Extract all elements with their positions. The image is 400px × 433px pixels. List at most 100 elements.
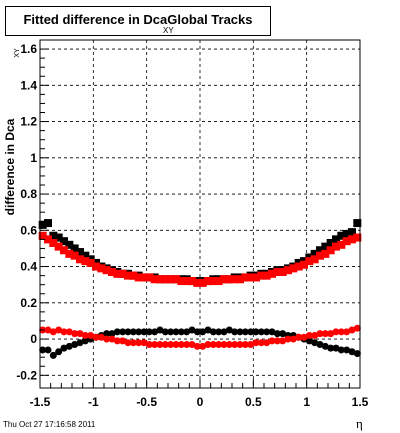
series-2-point [241, 273, 250, 282]
series-3-point [220, 328, 228, 336]
series-3-point [316, 341, 324, 348]
series-4-point [295, 333, 303, 341]
series-4-point [177, 341, 185, 348]
series-3-point [279, 330, 287, 338]
series-1-point [348, 228, 356, 237]
series-2-point [97, 264, 106, 273]
y-axis-label: difference in Dca XY [3, 48, 21, 215]
series-4-point [103, 335, 111, 343]
series-4-point [129, 339, 137, 347]
series-2-point [262, 271, 271, 280]
series-3-point [135, 328, 143, 336]
series-4-point [188, 341, 196, 348]
x-tick-label: 1.5 [352, 395, 369, 409]
series-2-point [321, 249, 330, 258]
series-4-point [289, 335, 297, 343]
series-4-point [348, 326, 356, 334]
series-3-point [231, 328, 239, 336]
series-2-point [65, 249, 74, 258]
series-4-point [305, 331, 313, 339]
axis-ticks [39, 48, 361, 388]
series-2-point [38, 231, 47, 240]
series-4-point [268, 337, 276, 345]
y-tick-label: -0.2 [16, 368, 37, 382]
series-4-point [71, 330, 79, 338]
x-tick-label: 1 [303, 395, 310, 409]
series-3-point [188, 326, 196, 334]
series-4-point [236, 341, 244, 348]
series-4-point [193, 342, 201, 350]
series-3-point [108, 330, 116, 338]
series-4-point [124, 339, 132, 347]
series-3-point [225, 326, 233, 334]
series-2-point [188, 277, 196, 286]
series-2-point [230, 275, 239, 284]
series-2-point [342, 237, 351, 246]
series-3-point [151, 328, 159, 336]
series-4-point [337, 328, 345, 336]
series-3-point [241, 328, 249, 336]
series-2-point [353, 233, 362, 242]
series-4-point [353, 324, 361, 332]
series-4-point [279, 337, 287, 345]
series-2-point [198, 278, 207, 287]
series-2-point [118, 269, 127, 278]
series-3-point [113, 328, 121, 336]
series-4-point [321, 330, 329, 338]
series-2-point [332, 242, 340, 251]
chart-title-box: Fitted difference in DcaGlobal Tracks XY [5, 6, 271, 36]
series-2-point [348, 235, 356, 244]
y-axis-label-subscript: XY [14, 48, 21, 58]
series-4-point [87, 331, 95, 339]
series-2-point [81, 257, 90, 266]
series-3-point [252, 328, 260, 336]
series-4-point [151, 341, 159, 348]
series-1-point [49, 231, 58, 240]
y-tick-label: 0.4 [20, 260, 37, 274]
series-3-point [55, 348, 63, 356]
series-4-point [167, 341, 175, 348]
series-2-point [166, 275, 175, 284]
series-1-point [81, 251, 90, 260]
series-3-point [71, 341, 79, 348]
series-3-point [119, 328, 127, 336]
series-4-point [65, 328, 73, 336]
series-3-point [76, 339, 84, 347]
series-3-point [193, 328, 201, 336]
series-3-point [311, 339, 319, 347]
x-tick-label: -1 [88, 395, 99, 409]
series-2-point [108, 268, 116, 276]
series-3-point [60, 344, 68, 352]
series-3-point [129, 328, 137, 336]
series-3-point [161, 328, 169, 336]
y-tick-label: 1 [30, 151, 37, 165]
series-2-point [300, 260, 308, 269]
series-4-point [135, 339, 143, 347]
series-4-point [257, 339, 265, 347]
series-4-point [332, 328, 340, 336]
series-1-point [310, 249, 319, 258]
series-2-point [113, 269, 122, 278]
series-4-point [49, 328, 57, 336]
series-2-point [268, 269, 276, 278]
series-2-point [60, 246, 68, 255]
series-3-point [215, 328, 223, 336]
series-4-point [92, 333, 100, 341]
series-4-point [284, 335, 292, 343]
series-2-point [305, 257, 314, 266]
series-2-point [54, 242, 63, 251]
series-3-point [337, 346, 345, 354]
series-2-point [326, 246, 335, 255]
series-3-point [177, 328, 185, 336]
chart-title-subscript: XY [163, 26, 174, 35]
series-4-point [145, 341, 153, 348]
series-3-point [247, 328, 255, 336]
series-4-point [113, 337, 121, 345]
data-points [38, 219, 362, 359]
series-3-point [273, 330, 281, 338]
series-4-point [204, 341, 212, 348]
series-2-point [134, 273, 143, 282]
series-2-point [209, 277, 218, 286]
series-4-point [119, 337, 127, 345]
series-2-point [44, 235, 52, 244]
